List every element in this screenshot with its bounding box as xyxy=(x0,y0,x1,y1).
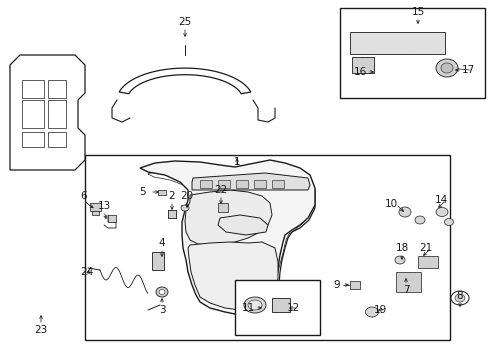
Text: 6: 6 xyxy=(81,191,87,201)
Bar xyxy=(85,155,449,340)
Bar xyxy=(152,252,163,270)
Text: 2: 2 xyxy=(168,191,175,201)
Ellipse shape xyxy=(435,59,457,77)
Bar xyxy=(218,180,229,188)
Polygon shape xyxy=(192,173,309,190)
Text: 10: 10 xyxy=(384,199,397,209)
Bar xyxy=(271,180,284,188)
Text: 13: 13 xyxy=(97,201,110,211)
Polygon shape xyxy=(184,190,271,245)
Text: 9: 9 xyxy=(333,280,340,290)
Polygon shape xyxy=(140,160,314,315)
Polygon shape xyxy=(10,55,85,170)
Text: 1: 1 xyxy=(233,157,240,167)
Text: 14: 14 xyxy=(433,195,447,205)
Text: 16: 16 xyxy=(353,67,366,77)
Text: 20: 20 xyxy=(180,191,193,201)
Text: 19: 19 xyxy=(373,305,386,315)
Ellipse shape xyxy=(454,294,464,302)
Text: 11: 11 xyxy=(241,303,254,313)
Bar xyxy=(271,298,289,312)
Ellipse shape xyxy=(435,207,447,216)
Bar xyxy=(339,8,484,98)
Bar xyxy=(218,203,227,212)
Bar xyxy=(351,57,373,73)
Text: 4: 4 xyxy=(159,238,165,248)
Text: 8: 8 xyxy=(456,291,462,301)
Ellipse shape xyxy=(247,300,262,310)
Bar xyxy=(395,272,420,292)
Ellipse shape xyxy=(450,291,468,305)
Bar xyxy=(90,203,101,211)
Ellipse shape xyxy=(181,205,189,211)
Text: 12: 12 xyxy=(286,303,299,313)
Text: 15: 15 xyxy=(410,7,424,17)
Bar xyxy=(108,215,116,222)
Bar xyxy=(168,210,176,218)
Text: 22: 22 xyxy=(214,185,227,195)
Bar xyxy=(48,132,66,147)
Text: 5: 5 xyxy=(140,187,146,197)
Ellipse shape xyxy=(156,287,168,297)
Ellipse shape xyxy=(414,216,424,224)
Text: 7: 7 xyxy=(402,285,408,295)
Polygon shape xyxy=(218,215,267,235)
Text: 25: 25 xyxy=(178,17,191,27)
Text: 23: 23 xyxy=(34,325,47,335)
Bar xyxy=(92,211,99,215)
Ellipse shape xyxy=(394,256,404,264)
Bar xyxy=(48,80,66,98)
Polygon shape xyxy=(119,68,250,94)
Bar xyxy=(235,280,319,335)
Bar xyxy=(22,132,44,147)
Bar xyxy=(417,256,437,268)
Bar xyxy=(48,100,66,128)
Text: 3: 3 xyxy=(159,305,165,315)
Bar xyxy=(349,32,444,54)
Ellipse shape xyxy=(398,207,410,217)
Ellipse shape xyxy=(159,289,164,294)
Bar xyxy=(22,80,44,98)
Bar xyxy=(253,180,265,188)
Bar xyxy=(200,180,212,188)
Ellipse shape xyxy=(365,307,378,317)
Text: 18: 18 xyxy=(395,243,408,253)
Bar xyxy=(158,190,165,195)
Text: 24: 24 xyxy=(80,267,93,277)
Bar xyxy=(349,281,359,289)
Polygon shape xyxy=(187,242,278,310)
Ellipse shape xyxy=(32,152,50,162)
Bar xyxy=(236,180,247,188)
Text: 17: 17 xyxy=(461,65,474,75)
Bar xyxy=(22,100,44,128)
Ellipse shape xyxy=(444,219,452,225)
Ellipse shape xyxy=(244,297,265,313)
Text: 21: 21 xyxy=(419,243,432,253)
Ellipse shape xyxy=(440,63,452,73)
